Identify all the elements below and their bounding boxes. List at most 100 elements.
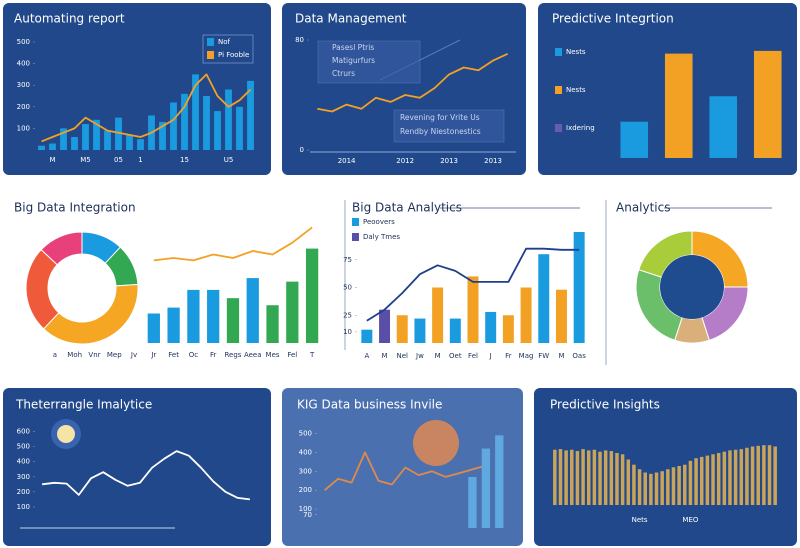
x-tick-label: 2013	[440, 157, 458, 165]
x-tick-label: Fet	[168, 351, 179, 359]
chart-title: KIG Data business Invile	[297, 398, 442, 412]
legend-box	[202, 34, 254, 64]
bar	[555, 289, 567, 343]
x-tick-label: M	[49, 156, 55, 164]
bar	[666, 469, 670, 505]
bar	[586, 450, 591, 505]
x-tick-label: Mes	[266, 351, 280, 359]
x-tick-label: MEO	[682, 516, 698, 524]
bar	[728, 450, 732, 505]
pie-segment	[40, 231, 83, 266]
bar	[181, 93, 188, 150]
pie-segment	[42, 283, 139, 345]
bar	[214, 111, 221, 150]
x-tick-label: M5	[80, 156, 91, 164]
chart-title: Data Management	[295, 12, 407, 26]
bar	[733, 449, 738, 505]
y-tick-label: 500	[17, 38, 30, 46]
line	[41, 450, 251, 501]
bar	[187, 289, 200, 343]
bar	[573, 232, 585, 343]
bar	[82, 124, 89, 150]
x-tick-label: 2012	[396, 157, 414, 165]
y-tick-label: 400	[17, 60, 30, 68]
bar	[671, 467, 676, 505]
chart-title: Theterrangle Imalytice	[15, 398, 152, 412]
bar	[538, 254, 550, 343]
y-tick-label: 100	[299, 505, 312, 513]
bar	[739, 449, 744, 505]
y-tick-label: 0	[300, 146, 304, 154]
bar	[137, 139, 144, 150]
bar	[654, 472, 659, 505]
x-tick-label: Mag	[519, 352, 534, 360]
bar	[705, 455, 710, 505]
legend-swatch	[207, 38, 214, 46]
annotation-box	[317, 40, 421, 84]
x-tick-label: T	[309, 351, 315, 359]
x-tick-label: 05	[114, 156, 123, 164]
x-tick-label: Fel	[468, 352, 478, 360]
chart-title: Predictive Insights	[550, 398, 660, 412]
bar	[722, 451, 727, 505]
bar	[361, 329, 373, 343]
y-tick-label: 25	[343, 311, 352, 319]
bar	[660, 471, 664, 505]
y-tick-label: 300	[299, 467, 312, 475]
annotation: Revening for Vrite Us	[400, 113, 480, 122]
y-tick-label: 70	[303, 511, 312, 519]
bar	[750, 446, 755, 505]
x-tick-label: Vnr	[88, 351, 100, 359]
y-tick-label: 500	[17, 443, 30, 451]
panel	[534, 388, 797, 546]
bar	[207, 289, 220, 343]
x-tick-label: U5	[224, 156, 234, 164]
bar	[699, 456, 704, 505]
legend-label: Daly Tmes	[363, 233, 400, 241]
bar	[468, 476, 477, 528]
bar	[649, 473, 653, 505]
x-tick-label: J	[489, 352, 492, 360]
bar	[558, 449, 563, 505]
bar	[49, 143, 56, 150]
y-tick-label: 500	[299, 429, 312, 437]
bar	[432, 287, 444, 343]
annotation: Ctrurs	[332, 69, 355, 78]
x-tick-label: Nets	[632, 516, 648, 524]
x-tick-label: Nel	[396, 352, 408, 360]
panel	[282, 3, 526, 175]
bar	[745, 447, 749, 505]
x-tick-label: 1	[138, 156, 142, 164]
line	[317, 52, 509, 113]
line	[324, 451, 487, 491]
panel	[282, 388, 523, 546]
bar	[592, 449, 597, 505]
line	[41, 73, 252, 143]
x-tick-label: Oas	[572, 352, 586, 360]
bar	[767, 445, 772, 505]
y-tick-label: 75	[343, 256, 352, 264]
bar	[236, 106, 243, 150]
bar	[753, 50, 782, 159]
bar	[481, 448, 491, 528]
bar	[203, 96, 210, 150]
line	[366, 247, 580, 322]
bar	[246, 278, 259, 343]
x-tick-label: Oet	[449, 352, 462, 360]
x-tick-label: M	[435, 352, 441, 360]
annotation-box	[393, 109, 505, 143]
bar	[93, 119, 100, 150]
x-tick-label: Mep	[107, 351, 122, 359]
legend-label: Nests	[566, 48, 586, 56]
legend-label: Ixdering	[566, 124, 595, 132]
bar	[167, 307, 180, 343]
y-tick-label: 200	[17, 488, 30, 496]
bar	[564, 450, 568, 505]
bar	[159, 121, 166, 150]
annotation: Matigurfurs	[332, 56, 375, 65]
bar	[247, 80, 254, 150]
bar	[711, 454, 715, 505]
bar	[615, 453, 619, 505]
x-tick-label: FW	[538, 352, 549, 360]
x-tick-label: Jw	[415, 352, 424, 360]
